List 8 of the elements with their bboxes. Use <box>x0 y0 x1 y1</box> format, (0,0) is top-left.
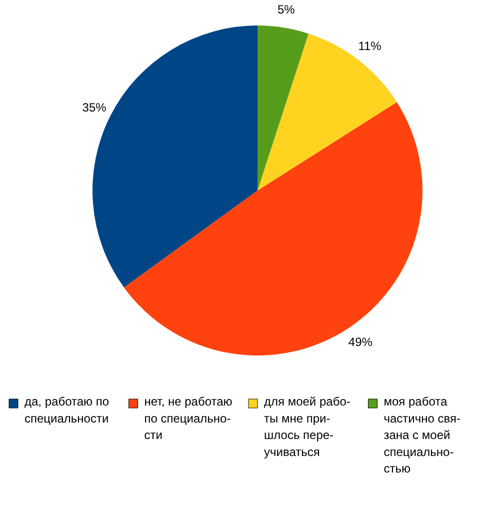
legend-label: да, работаю по специальности <box>24 394 110 426</box>
data-label: 49% <box>348 334 373 349</box>
legend-label: моя работа частично свя- зана с моей специально- стью <box>384 394 460 476</box>
data-label: 35% <box>82 100 107 114</box>
legend-label: для моей рабо- ты мне при- шлось пере- учиваться <box>264 394 350 459</box>
data-label: 11% <box>358 38 382 53</box>
legend-label: нет, не работаю по специально- сти <box>144 394 232 442</box>
data-label: 5% <box>277 2 296 17</box>
